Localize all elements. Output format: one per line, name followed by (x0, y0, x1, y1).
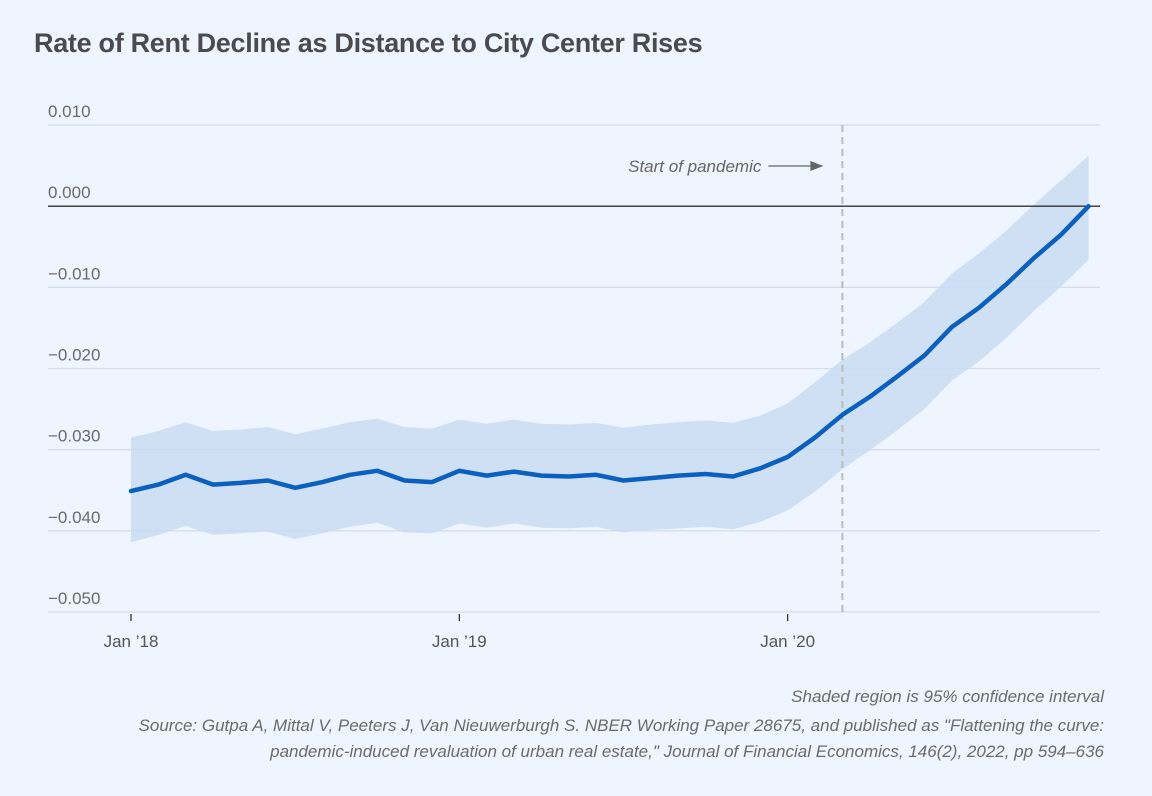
pandemic-marker: Start of pandemic (628, 125, 844, 612)
confidence-note: Shaded region is 95% confidence interval (791, 687, 1104, 706)
confidence-band-area (131, 155, 1089, 543)
source-note: Source: Gutpa A, Mittal V, Peeters J, Va… (34, 713, 1104, 765)
pandemic-label: Start of pandemic (628, 157, 762, 176)
x-tick-label: Jan ’20 (760, 632, 815, 651)
y-tick-label: −0.020 (48, 346, 100, 365)
series-lines (128, 203, 1091, 494)
source-line-2: pandemic-induced revaluation of urban re… (270, 742, 1104, 761)
y-axis-ticks: 0.010 0.000 −0.010 −0.020 −0.030 −0.040 −0.050 (48, 102, 100, 608)
x-tick-label: Jan ’18 (104, 632, 159, 651)
y-tick-label: −0.010 (48, 264, 100, 283)
x-axis-ticks: Jan ’18 Jan ’19 Jan ’20 (104, 614, 815, 651)
y-tick-label: 0.010 (48, 102, 91, 121)
y-tick-label: −0.050 (48, 589, 100, 608)
chart-title: Rate of Rent Decline as Distance to City… (34, 28, 703, 58)
y-tick-label: −0.040 (48, 508, 100, 527)
confidence-band (131, 155, 1089, 543)
x-tick-label: Jan ’19 (432, 632, 487, 651)
y-tick-label: −0.030 (48, 427, 100, 446)
y-tick-label: 0.000 (48, 183, 91, 202)
source-line-1: Source: Gutpa A, Mittal V, Peeters J, Va… (138, 716, 1104, 735)
series-line (128, 203, 1091, 494)
pandemic-arrow-icon (810, 161, 824, 171)
